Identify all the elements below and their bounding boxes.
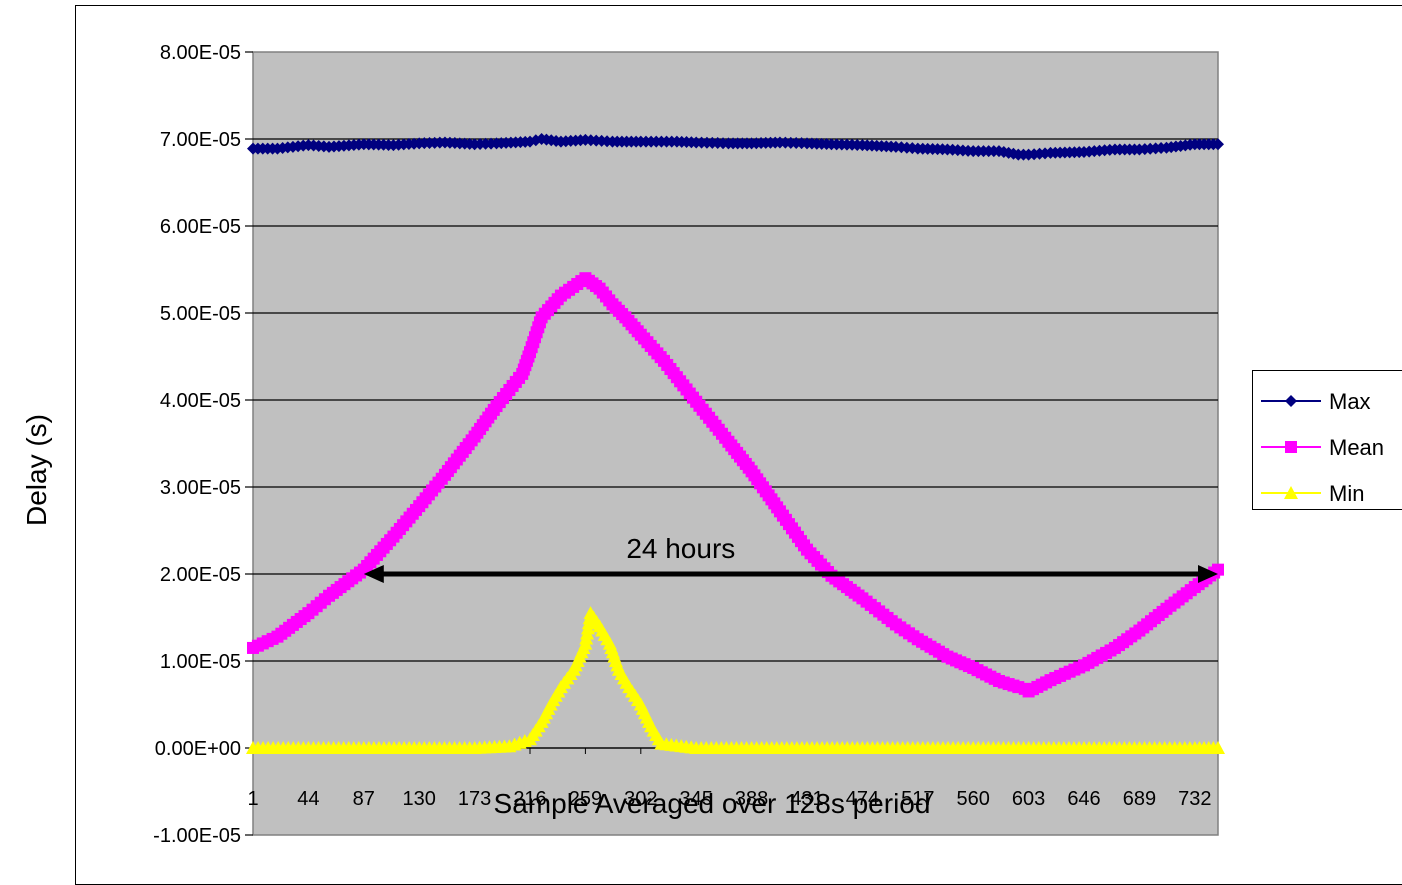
annotation-label: 24 hours <box>626 533 735 564</box>
y-tick-label: 4.00E-05 <box>160 390 241 412</box>
x-tick-label: 560 <box>957 788 990 810</box>
y-tick-label: 6.00E-05 <box>160 216 241 238</box>
x-tick-label: 732 <box>1178 788 1211 810</box>
legend-item-min: Min <box>1253 477 1402 507</box>
x-axis-label: Sample Averaged over 128s period <box>494 788 931 820</box>
y-tick-label: -1.00E-05 <box>153 825 241 847</box>
x-tick-label: 173 <box>458 788 491 810</box>
x-tick-label: 1 <box>247 788 258 810</box>
y-tick-label: 3.00E-05 <box>160 477 241 499</box>
x-tick-label: 646 <box>1067 788 1100 810</box>
legend-item-mean: Mean <box>1253 431 1402 461</box>
legend-label-min: Min <box>1329 481 1364 507</box>
y-tick-label: 2.00E-05 <box>160 564 241 586</box>
y-tick-label: 0.00E+00 <box>155 738 241 760</box>
legend: Max Mean Min <box>1252 370 1402 510</box>
y-axis-label: Delay (s) <box>21 414 53 526</box>
legend-label-max: Max <box>1329 389 1371 415</box>
legend-swatch-marker <box>1285 441 1297 453</box>
y-tick-label: 5.00E-05 <box>160 303 241 325</box>
x-tick-label: 689 <box>1123 788 1156 810</box>
legend-swatch-marker <box>1285 395 1297 407</box>
legend-item-max: Max <box>1253 385 1402 415</box>
x-tick-label: 130 <box>403 788 436 810</box>
y-tick-label: 8.00E-05 <box>160 42 241 64</box>
x-tick-label: 87 <box>353 788 375 810</box>
x-tick-label: 44 <box>297 788 319 810</box>
legend-swatch-min <box>1259 483 1323 503</box>
x-tick-label: 603 <box>1012 788 1045 810</box>
y-axis-ticks: 8.00E-05 7.00E-05 6.00E-05 5.00E-05 4.00E-05… <box>153 42 253 847</box>
y-tick-label: 1.00E-05 <box>160 651 241 673</box>
legend-label-mean: Mean <box>1329 435 1384 461</box>
legend-swatch-max <box>1259 391 1323 411</box>
legend-swatch-mean <box>1259 437 1323 457</box>
y-tick-label: 7.00E-05 <box>160 129 241 151</box>
